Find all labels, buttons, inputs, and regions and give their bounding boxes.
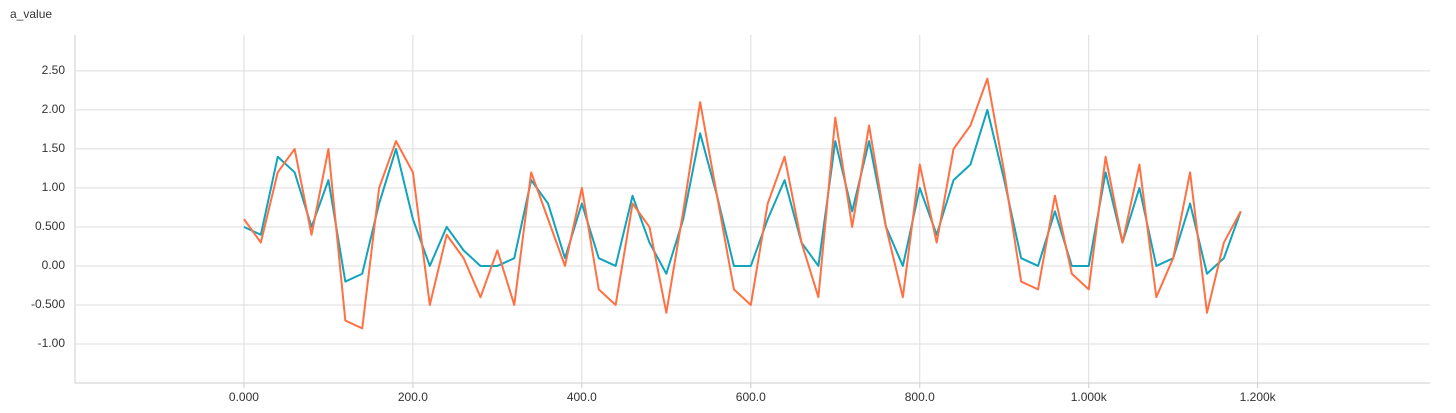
x-tick-label: 800.0 — [905, 390, 935, 404]
y-tick-label: 1.50 — [42, 141, 66, 155]
x-tick-label: 400.0 — [567, 390, 597, 404]
y-tick-label: -1.00 — [38, 336, 66, 350]
series-line — [243, 108, 1242, 283]
x-tick-label: 0.000 — [229, 390, 259, 404]
y-tick-label: 0.500 — [35, 219, 65, 233]
y-tick-label: 0.00 — [42, 258, 66, 272]
y-tick-label: 2.50 — [42, 63, 66, 77]
x-tick-label: 1.200k — [1240, 390, 1277, 404]
x-tick-label: 600.0 — [736, 390, 766, 404]
x-tick-label: 200.0 — [398, 390, 428, 404]
y-tick-label: 2.00 — [42, 102, 66, 116]
x-tick-label: 1.000k — [1071, 390, 1108, 404]
chart-title: a_value — [10, 7, 52, 21]
y-tick-label: -0.500 — [31, 297, 65, 311]
y-tick-label: 1.00 — [42, 180, 66, 194]
series-line — [243, 77, 1242, 330]
